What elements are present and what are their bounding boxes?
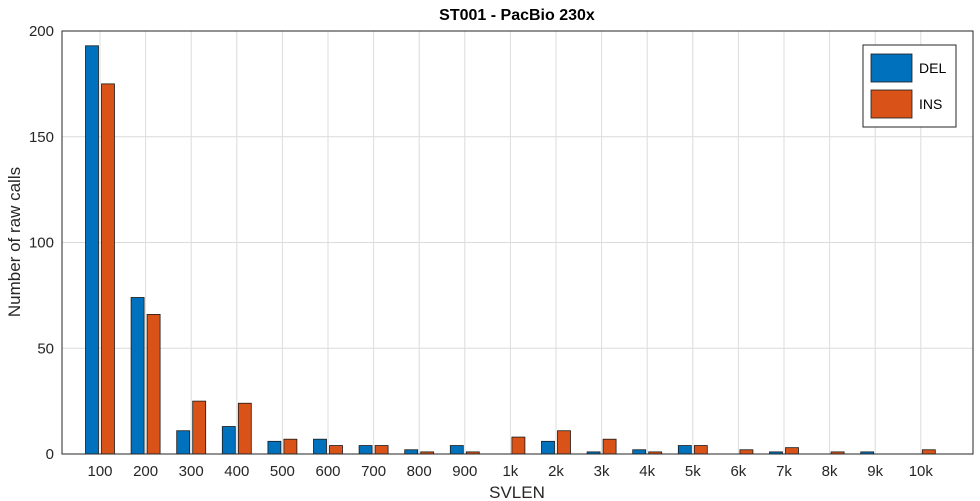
bar-del-4k xyxy=(632,449,647,455)
x-tick-label: 400 xyxy=(224,463,249,480)
bar-del-800 xyxy=(404,449,419,455)
bar-del-2k xyxy=(541,440,555,455)
bar-ins-10k xyxy=(921,449,936,455)
legend-label-del: DEL xyxy=(919,60,946,76)
x-axis-label: SVLEN xyxy=(489,483,545,501)
bar-del-5k xyxy=(677,445,692,455)
x-tick-label: 10k xyxy=(909,463,934,480)
bar-del-400 xyxy=(221,426,236,455)
x-tick-label: 4k xyxy=(639,463,655,480)
x-axis-ticks: 100 200 300 400 500 600 700 800 900 1k 2k 3k 4k 5k 6k 7… xyxy=(87,463,933,480)
legend: DEL INS xyxy=(862,44,957,128)
x-tick-label: 900 xyxy=(452,463,477,480)
bar-ins-3k xyxy=(602,438,617,455)
legend-swatch-ins xyxy=(870,89,913,119)
bar-ins-6k xyxy=(739,449,754,455)
x-tick-label: 9k xyxy=(867,463,883,480)
y-tick-label: 100 xyxy=(29,235,54,252)
bar-del-500 xyxy=(267,440,282,455)
x-tick-label: 8k xyxy=(822,463,838,480)
x-tick-label: 100 xyxy=(87,463,112,480)
bar-ins-700 xyxy=(374,445,389,455)
y-tick-label: 150 xyxy=(29,129,54,146)
bar-ins-600 xyxy=(329,445,343,455)
bar-ins-300 xyxy=(192,400,207,455)
bar-del-600 xyxy=(313,438,327,455)
bar-del-100 xyxy=(85,45,99,455)
bars-group xyxy=(85,45,936,455)
bar-del-300 xyxy=(176,430,191,455)
bar-ins-400 xyxy=(237,402,252,455)
plot-area-frame xyxy=(61,30,974,455)
x-tick-label: 700 xyxy=(361,463,386,480)
legend-label-ins: INS xyxy=(919,96,942,112)
x-tick-label: 200 xyxy=(133,463,158,480)
x-tick-label: 3k xyxy=(594,463,610,480)
bar-ins-7k xyxy=(785,447,799,455)
x-tick-label: 800 xyxy=(407,463,432,480)
x-tick-label: 7k xyxy=(776,463,792,480)
bar-ins-1k xyxy=(511,436,526,455)
bar-ins-200 xyxy=(146,314,161,455)
y-tick-label: 50 xyxy=(37,340,54,357)
bar-del-700 xyxy=(358,445,373,455)
bar-ins-100 xyxy=(101,83,115,455)
x-tick-label: 600 xyxy=(315,463,340,480)
x-tick-label: 5k xyxy=(685,463,701,480)
chart-title: ST001 - PacBio 230x xyxy=(439,7,595,24)
bar-del-900 xyxy=(449,445,464,455)
x-tick-label: 2k xyxy=(548,463,564,480)
x-tick-label: 300 xyxy=(179,463,204,480)
y-tick-label: 200 xyxy=(29,23,54,40)
x-tick-label: 1k xyxy=(502,463,518,480)
bar-ins-500 xyxy=(283,438,298,455)
y-axis-ticks: 0 50 100 150 200 xyxy=(29,23,54,463)
y-tick-label: 0 xyxy=(46,446,54,463)
bar-del-200 xyxy=(130,297,145,455)
bar-ins-5k xyxy=(693,445,708,455)
y-axis-label: Number of raw calls xyxy=(5,167,24,317)
grid-lines xyxy=(62,30,973,455)
bar-ins-2k xyxy=(557,430,571,455)
x-tick-label: 500 xyxy=(270,463,295,480)
legend-swatch-del xyxy=(870,53,913,83)
x-tick-label: 6k xyxy=(730,463,746,480)
